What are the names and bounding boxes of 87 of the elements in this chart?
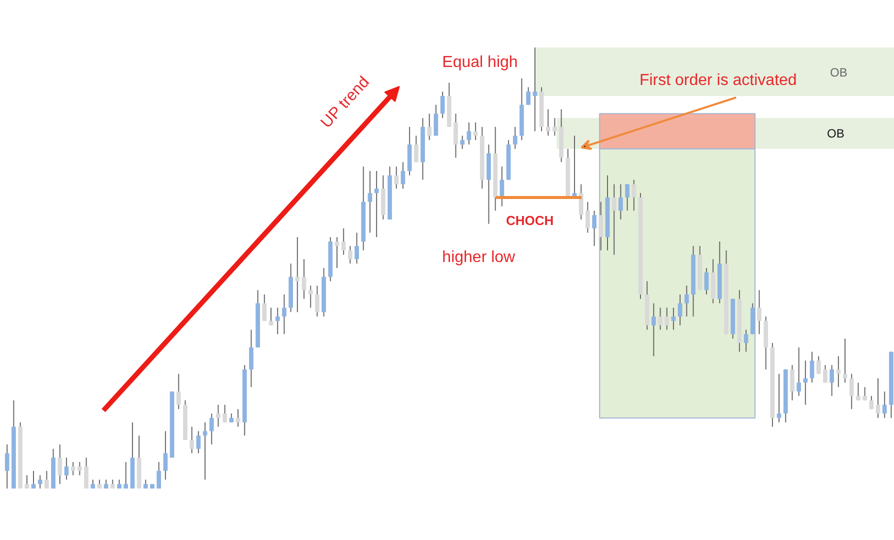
- candlestick: [368, 170, 372, 234]
- candlestick: [836, 356, 841, 388]
- candlestick: [348, 245, 352, 264]
- candlestick: [236, 408, 240, 428]
- candlestick: [262, 294, 267, 322]
- candlestick: [400, 162, 406, 190]
- band-label: OB: [827, 126, 844, 140]
- candlestick: [869, 395, 874, 410]
- candlestick: [216, 404, 220, 428]
- candlestick: [249, 329, 254, 388]
- candlestick: [704, 268, 709, 295]
- candlestick: [374, 170, 379, 238]
- candlestick: [598, 201, 604, 251]
- candlestick: [31, 470, 36, 489]
- candlestick: [64, 457, 69, 480]
- candlestick: [526, 86, 530, 106]
- candlestick: [84, 457, 88, 489]
- candlestick: [454, 113, 458, 158]
- candlestick: [4, 444, 10, 489]
- candlestick: [552, 118, 557, 136]
- candlestick: [882, 390, 887, 418]
- candlestick: [190, 426, 194, 454]
- candlestick: [70, 462, 76, 476]
- candlestick: [77, 462, 82, 476]
- candlestick: [586, 201, 590, 234]
- candlestick: [315, 285, 320, 318]
- candlestick: [394, 166, 399, 190]
- candlestick: [295, 236, 300, 313]
- annotation: First order is activated: [639, 72, 797, 89]
- candlestick: [58, 444, 62, 485]
- candlestick: [222, 404, 227, 423]
- candlestick: [625, 184, 630, 212]
- candlestick: [341, 228, 346, 256]
- candlestick: [862, 386, 867, 401]
- candlestick: [427, 113, 432, 141]
- ref-line-label: CHOCH: [506, 213, 554, 228]
- candlestick: [796, 346, 802, 396]
- candlestick: [790, 364, 794, 401]
- candlestick: [460, 135, 465, 150]
- candlestick: [856, 382, 860, 401]
- candlestick: [202, 422, 208, 480]
- candlestick: [810, 351, 814, 384]
- candlestick: [658, 307, 662, 330]
- candlestick: [842, 338, 848, 384]
- candlestick: [302, 258, 306, 300]
- candlestick: [612, 184, 616, 256]
- candlestick: [664, 307, 670, 330]
- candlestick: [156, 462, 162, 489]
- candlestick: [546, 108, 550, 136]
- candlestick: [684, 285, 689, 318]
- candlestick: [618, 184, 623, 220]
- candlestick: [414, 135, 418, 163]
- candlestick: [334, 236, 340, 268]
- candlestick: [24, 474, 30, 489]
- candlestick: [678, 294, 682, 326]
- candlestick: [671, 307, 676, 330]
- band-label: OB: [830, 66, 848, 80]
- candlestick: [176, 373, 181, 410]
- candlestick: [44, 470, 49, 489]
- candlestick: [434, 104, 438, 136]
- candlestick: [876, 378, 880, 418]
- candlestick: [744, 329, 748, 352]
- candlestick: [163, 430, 168, 480]
- candlestick: [830, 364, 834, 396]
- candlestick: [354, 232, 359, 264]
- candlestick: [196, 430, 201, 454]
- candlestick: [440, 91, 445, 119]
- candlestick: [592, 210, 596, 246]
- annotation: higher low: [442, 249, 516, 266]
- candlestick: [578, 184, 584, 220]
- candlestick: [849, 373, 854, 410]
- candlestick: [275, 307, 280, 335]
- candlestick: [512, 126, 518, 150]
- candlestick: [823, 364, 828, 384]
- candlestick: [652, 302, 656, 357]
- candlestick: [816, 356, 821, 374]
- candlestick: [38, 474, 42, 489]
- annotation: Equal high: [442, 54, 518, 71]
- candlestick: [532, 47, 538, 132]
- candlestick: [268, 307, 274, 326]
- candlestick: [282, 294, 286, 335]
- candlestick: [209, 413, 214, 445]
- candlestick: [632, 179, 636, 212]
- candlestick: [776, 373, 782, 423]
- candlestick: [124, 462, 128, 489]
- candlestick: [308, 285, 313, 308]
- candlestick: [757, 290, 762, 335]
